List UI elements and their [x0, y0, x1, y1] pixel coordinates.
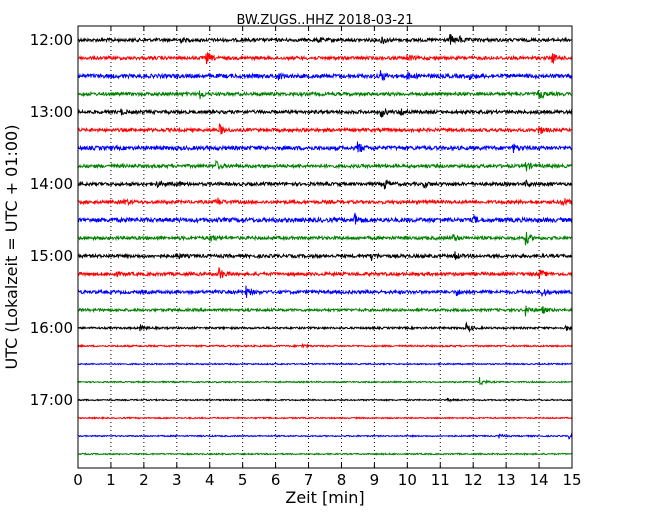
x-tick-label: 11: [431, 471, 450, 489]
y-tick-label: 12:00: [30, 31, 73, 49]
x-tick-label: 10: [398, 471, 417, 489]
trace-line: [77, 141, 573, 154]
trace-line: [77, 90, 573, 100]
trace-line: [77, 70, 573, 81]
x-tick-label: 3: [172, 471, 182, 489]
trace-line: [77, 197, 573, 207]
trace-line: [77, 342, 573, 350]
trace-line: [77, 432, 573, 440]
x-tick-label: 2: [139, 471, 149, 489]
y-tick-label: 15:00: [30, 247, 73, 265]
x-tick-label: 5: [238, 471, 248, 489]
y-tick-label: 13:00: [30, 103, 73, 121]
trace-line: [77, 107, 573, 118]
x-tick-label: 9: [370, 471, 380, 489]
chart-title: BW.ZUGS..HHZ 2018-03-21: [236, 13, 413, 28]
trace-line: [77, 212, 573, 225]
x-tick-label: 7: [304, 471, 314, 489]
x-tick-label: 15: [562, 471, 581, 489]
x-tick-label: 12: [464, 471, 483, 489]
seismic-traces: [77, 33, 573, 456]
x-tick-label: 13: [497, 471, 516, 489]
trace-line: [77, 285, 573, 298]
y-tick-label: 17:00: [30, 391, 73, 409]
plot-frame: [77, 25, 573, 469]
trace-line: [77, 376, 573, 386]
trace-line: [77, 397, 573, 403]
trace-line: [77, 251, 573, 261]
trace-line: [77, 231, 573, 246]
trace-line: [77, 123, 573, 135]
x-tick-label: 6: [271, 471, 281, 489]
trace-line: [77, 452, 573, 456]
trace-line: [77, 159, 573, 172]
x-tick-label: 14: [530, 471, 549, 489]
trace-line: [77, 416, 573, 420]
x-tick-label: 0: [73, 471, 83, 489]
y-axis-label: UTC (Lokalzeit = UTC + 01:00): [2, 125, 21, 370]
axis-ticks: 0 1 2 3 4 5 6 7 8 9 10 11 12 13 14 1512:0013:0014:0015:…: [30, 26, 582, 489]
trace-line: [77, 179, 573, 190]
x-tick-label: 1: [106, 471, 116, 489]
trace-line: [77, 362, 573, 366]
grid-lines: [110, 26, 540, 468]
x-tick-label: 4: [205, 471, 215, 489]
y-tick-label: 16:00: [30, 319, 73, 337]
x-tick-label: 8: [337, 471, 347, 489]
trace-line: [77, 33, 573, 45]
trace-line: [77, 305, 573, 317]
y-tick-label: 14:00: [30, 175, 73, 193]
x-axis-label: Zeit [min]: [285, 488, 364, 507]
trace-line: [77, 267, 573, 279]
trace-line: [77, 321, 573, 333]
trace-line: [77, 51, 573, 65]
